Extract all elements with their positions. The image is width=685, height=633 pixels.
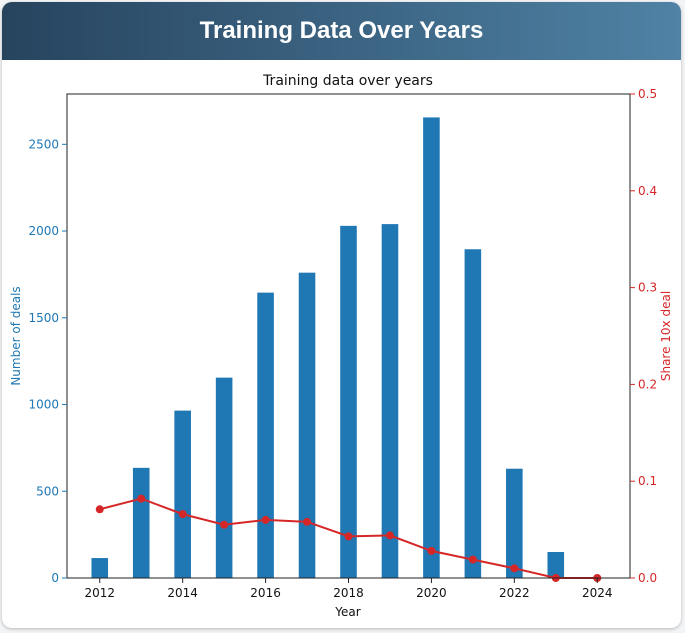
- y2-tick-label: 0.0: [638, 571, 657, 585]
- bar-2019: [381, 224, 399, 578]
- y-tick-label: 1500: [28, 311, 59, 325]
- y2-tick-label: 0.1: [638, 474, 657, 488]
- bar-2016: [257, 292, 274, 578]
- y-tick-label: 1000: [28, 398, 59, 412]
- y2-tick-label: 0.2: [638, 377, 657, 391]
- y2-axis-label: Share 10x deal: [659, 291, 673, 381]
- x-axis-label: Year: [334, 605, 360, 619]
- y2-tick-label: 0.4: [638, 184, 657, 198]
- point-2013: [137, 494, 146, 503]
- chart-title: Training data over years: [262, 73, 433, 89]
- point-2017: [303, 517, 312, 526]
- point-2016: [261, 515, 270, 524]
- y-axis-label: Number of deals: [9, 286, 23, 385]
- bar-2021: [464, 249, 482, 578]
- x-tick-label: 2022: [499, 586, 530, 600]
- point-2014: [178, 510, 187, 519]
- bar-2015: [215, 377, 233, 578]
- card-header: Training Data Over Years: [2, 2, 681, 60]
- bar-series: [91, 117, 565, 579]
- point-2012: [95, 505, 104, 514]
- x-axis: 2012 2014 2016 2018 2020 2022 2024: [84, 578, 613, 600]
- chart: Training data over years 2012 2014 2016 201…: [9, 73, 673, 619]
- bar-2012: [91, 558, 109, 578]
- x-tick-label: 2012: [84, 586, 115, 600]
- y2-tick-label: 0.3: [638, 281, 657, 295]
- bar-2023: [547, 551, 565, 578]
- point-2019: [385, 531, 394, 540]
- y2-tick-label: 0.5: [638, 87, 657, 101]
- x-tick-label: 2016: [250, 586, 281, 600]
- bar-2022: [506, 468, 523, 578]
- point-2022: [510, 564, 519, 573]
- bar-2020: [423, 117, 440, 578]
- x-tick-label: 2024: [582, 586, 613, 600]
- x-tick-label: 2018: [333, 586, 364, 600]
- x-tick-label: 2014: [167, 586, 198, 600]
- bar-2018: [340, 225, 357, 579]
- y-tick-label: 0: [51, 571, 59, 585]
- y-axis-left: 0 500 1000 1500 2000 2500: [28, 137, 67, 585]
- point-2015: [220, 520, 229, 529]
- bar-2013: [132, 467, 150, 578]
- y-axis-right: 0.0 0.1 0.2 0.3 0.4 0.5: [630, 87, 657, 585]
- point-2021: [468, 555, 477, 564]
- bar-2014: [174, 410, 191, 578]
- point-2018: [344, 532, 353, 541]
- point-2020: [427, 546, 436, 555]
- y-tick-label: 2000: [28, 224, 59, 238]
- page-title: Training Data Over Years: [199, 17, 484, 44]
- x-tick-label: 2020: [416, 586, 447, 600]
- y-tick-label: 2500: [28, 137, 59, 151]
- y-tick-label: 500: [36, 484, 59, 498]
- bar-2017: [298, 272, 316, 578]
